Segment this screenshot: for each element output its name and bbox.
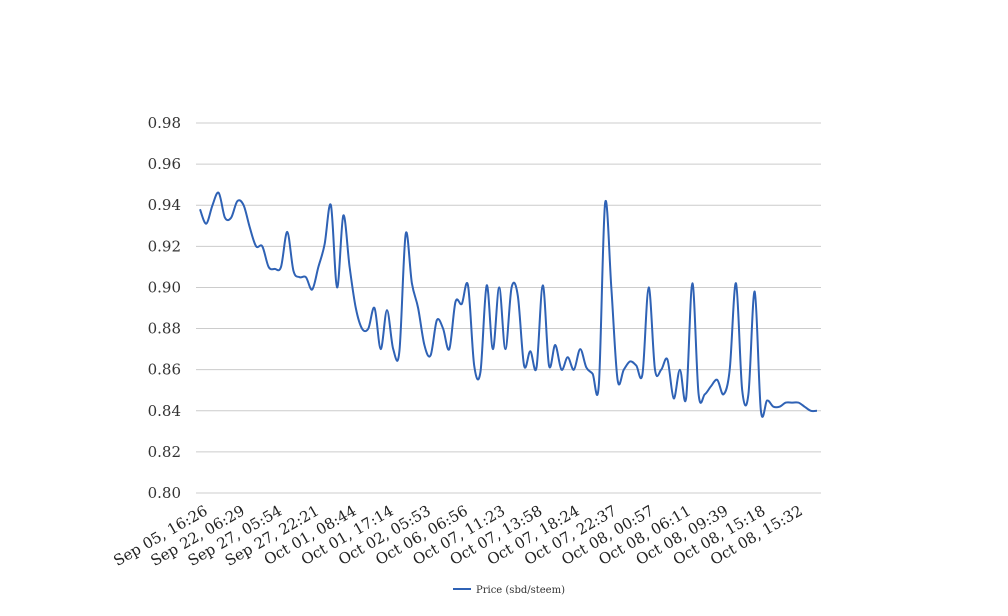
y-tick-label: 0.96 (148, 155, 181, 173)
legend-label: Price (sbd/steem) (476, 585, 565, 596)
series-layer (199, 191, 818, 418)
y-tick-label: 0.88 (148, 320, 181, 338)
y-tick-label: 0.90 (148, 278, 181, 296)
y-tick-label: 0.82 (148, 443, 181, 461)
y-tick-label: 0.98 (148, 114, 181, 132)
legend: Price (sbd/steem) (453, 585, 565, 596)
y-tick-label: 0.92 (148, 237, 181, 255)
y-tick-label: 0.86 (148, 361, 181, 379)
y-tick-label: 0.84 (148, 402, 181, 420)
series-line (199, 191, 818, 418)
y-axis-ticks: 0.80 0.82 0.84 0.86 0.88 0.90 0.92 0.94 0.96 0.98 (148, 114, 181, 502)
y-tick-label: 0.94 (148, 196, 181, 214)
y-tick-label: 0.80 (148, 484, 181, 502)
